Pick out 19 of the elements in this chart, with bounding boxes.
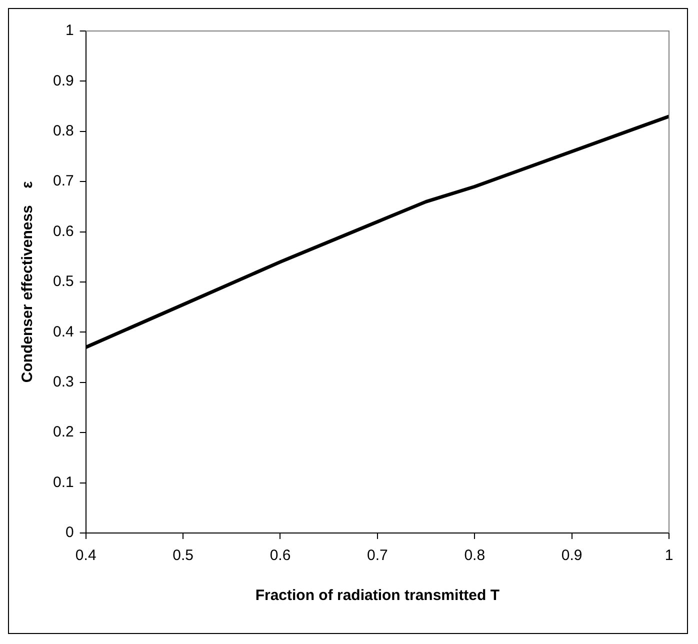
y-tick-label: 1 xyxy=(66,22,74,40)
y-tick-label: 0 xyxy=(66,524,74,542)
y-tick-label: 0.2 xyxy=(52,424,74,441)
y-tick-label: 0.4 xyxy=(52,323,74,340)
x-tick-label: 1 xyxy=(664,547,674,564)
x-tick-label: 0.6 xyxy=(270,547,291,564)
x-tick-label: 0.5 xyxy=(172,547,194,564)
y-tick-label: 0.5 xyxy=(52,273,74,290)
y-tick-label: 0.7 xyxy=(52,172,74,190)
y-axis-title: Condenser effectiveness ε xyxy=(19,181,36,383)
y-tick-label: 0.6 xyxy=(52,222,74,240)
x-tick-label: 0.8 xyxy=(464,547,486,564)
y-tick-label: 0.1 xyxy=(52,474,74,491)
y-tick-label: 0.3 xyxy=(52,374,74,391)
x-tick-label: 0.9 xyxy=(561,547,582,564)
y-tick-label: 0.8 xyxy=(52,122,74,140)
x-tick-label: 0.7 xyxy=(366,547,388,564)
x-axis-title: Fraction of radiation transmitted T xyxy=(255,587,500,604)
y-tick-label: 0.9 xyxy=(52,72,74,90)
